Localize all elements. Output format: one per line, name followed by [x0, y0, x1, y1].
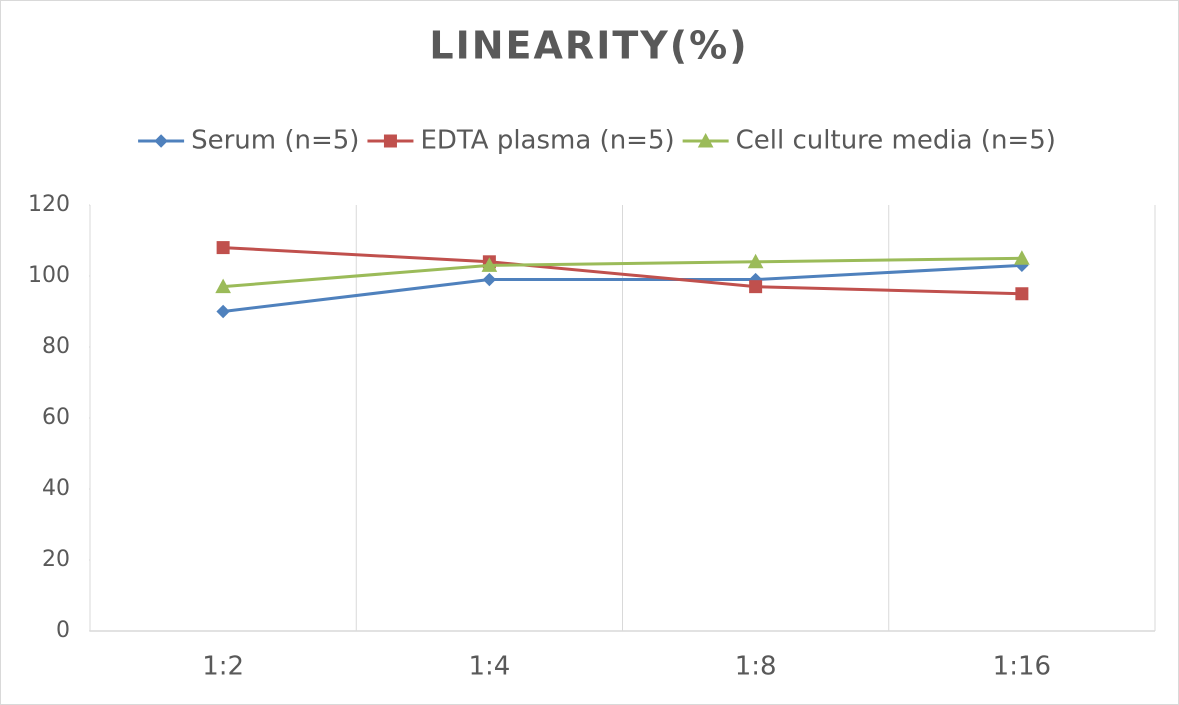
legend-marker: [697, 132, 714, 148]
series-line: [223, 256, 1022, 289]
x-tick-label: 1:4: [468, 652, 510, 682]
series-line: [223, 246, 1022, 296]
y-tick-label: 0: [56, 618, 70, 643]
legend-label: EDTA plasma (n=5): [420, 126, 674, 156]
series-line: [222, 263, 1022, 313]
chart-title: LINEARITY(%): [429, 24, 748, 68]
data-point: [216, 304, 230, 319]
x-tick-label: 1:16: [993, 652, 1051, 682]
y-tick-label: 80: [42, 334, 70, 359]
data-point: [215, 278, 231, 294]
legend-marker: [383, 134, 397, 148]
data-point: [1015, 287, 1029, 301]
y-tick-label: 20: [42, 547, 70, 572]
legend-label: Serum (n=5): [191, 126, 359, 156]
data-point: [747, 253, 764, 269]
data-point: [1014, 250, 1030, 265]
y-tick-label: 60: [42, 405, 70, 430]
data-point: [481, 257, 498, 272]
legend-label: Cell culture media (n=5): [736, 126, 1056, 156]
data-point: [749, 280, 763, 294]
legend-marker: [154, 134, 168, 148]
y-tick-label: 40: [42, 476, 70, 501]
data-point: [482, 272, 497, 287]
y-tick-label: 120: [28, 192, 70, 217]
data-point: [216, 241, 230, 255]
x-tick-label: 1:8: [735, 652, 777, 682]
y-tick-label: 100: [28, 263, 70, 288]
x-tick-label: 1:2: [202, 652, 244, 682]
